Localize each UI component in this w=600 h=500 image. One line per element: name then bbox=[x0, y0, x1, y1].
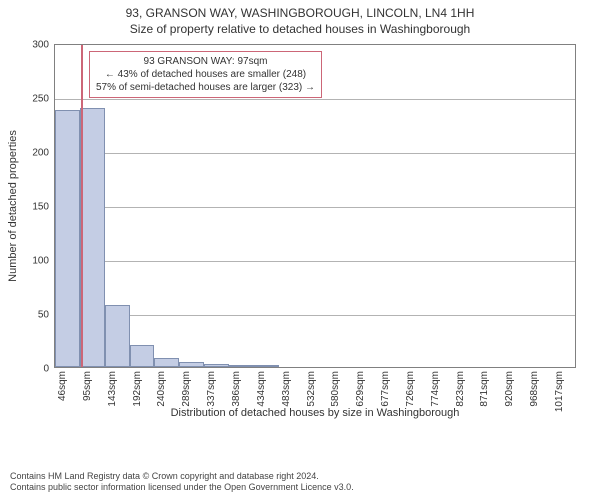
x-tick-label: 629sqm bbox=[355, 367, 366, 407]
x-tick-label: 726sqm bbox=[405, 367, 416, 407]
histogram-bar bbox=[80, 108, 105, 367]
y-axis-label: Number of detached properties bbox=[7, 130, 19, 282]
gridline bbox=[55, 99, 575, 100]
y-tick-label: 0 bbox=[43, 364, 55, 375]
y-tick-label: 300 bbox=[32, 40, 55, 51]
x-tick-label: 871sqm bbox=[479, 367, 490, 407]
histogram-bar bbox=[105, 305, 130, 367]
x-tick-label: 677sqm bbox=[380, 367, 391, 407]
x-tick-label: 968sqm bbox=[529, 367, 540, 407]
x-tick-label: 1017sqm bbox=[554, 367, 565, 412]
x-tick-label: 483sqm bbox=[281, 367, 292, 407]
histogram-bar bbox=[130, 345, 155, 367]
x-tick-label: 434sqm bbox=[256, 367, 267, 407]
plot-area: Number of detached properties Distributi… bbox=[54, 44, 576, 368]
x-tick-label: 823sqm bbox=[455, 367, 466, 407]
chart-container: Number of detached properties Distributi… bbox=[54, 44, 576, 422]
info-callout-box: 93 GRANSON WAY: 97sqm← 43% of detached h… bbox=[89, 51, 322, 98]
x-tick-label: 532sqm bbox=[306, 367, 317, 407]
x-tick-label: 386sqm bbox=[231, 367, 242, 407]
chart-title-address: 93, GRANSON WAY, WASHINGBOROUGH, LINCOLN… bbox=[0, 6, 600, 22]
x-tick-label: 580sqm bbox=[330, 367, 341, 407]
x-tick-label: 46sqm bbox=[57, 367, 68, 401]
footer-line-1: Contains HM Land Registry data © Crown c… bbox=[10, 471, 354, 483]
x-tick-label: 774sqm bbox=[430, 367, 441, 407]
x-tick-label: 192sqm bbox=[132, 367, 143, 407]
gridline bbox=[55, 207, 575, 208]
reference-marker-line bbox=[81, 45, 83, 367]
gridline bbox=[55, 315, 575, 316]
x-axis-label: Distribution of detached houses by size … bbox=[171, 407, 460, 419]
histogram-bar bbox=[55, 110, 80, 367]
chart-title-subtitle: Size of property relative to detached ho… bbox=[0, 22, 600, 38]
y-tick-label: 200 bbox=[32, 148, 55, 159]
x-tick-label: 143sqm bbox=[107, 367, 118, 407]
chart-titles: 93, GRANSON WAY, WASHINGBOROUGH, LINCOLN… bbox=[0, 0, 600, 37]
info-callout-line: 57% of semi-detached houses are larger (… bbox=[96, 81, 315, 94]
y-tick-label: 250 bbox=[32, 94, 55, 105]
x-tick-label: 289sqm bbox=[181, 367, 192, 407]
footer-attribution: Contains HM Land Registry data © Crown c… bbox=[10, 471, 354, 494]
x-tick-label: 95sqm bbox=[82, 367, 93, 401]
y-tick-label: 100 bbox=[32, 256, 55, 267]
gridline bbox=[55, 153, 575, 154]
x-tick-label: 337sqm bbox=[206, 367, 217, 407]
histogram-bar bbox=[154, 358, 179, 367]
y-tick-label: 50 bbox=[38, 310, 55, 321]
gridline bbox=[55, 261, 575, 262]
footer-line-2: Contains public sector information licen… bbox=[10, 482, 354, 494]
info-callout-line: 93 GRANSON WAY: 97sqm bbox=[96, 55, 315, 68]
x-tick-label: 240sqm bbox=[156, 367, 167, 407]
y-tick-label: 150 bbox=[32, 202, 55, 213]
x-tick-label: 920sqm bbox=[504, 367, 515, 407]
info-callout-line: ← 43% of detached houses are smaller (24… bbox=[96, 68, 315, 81]
